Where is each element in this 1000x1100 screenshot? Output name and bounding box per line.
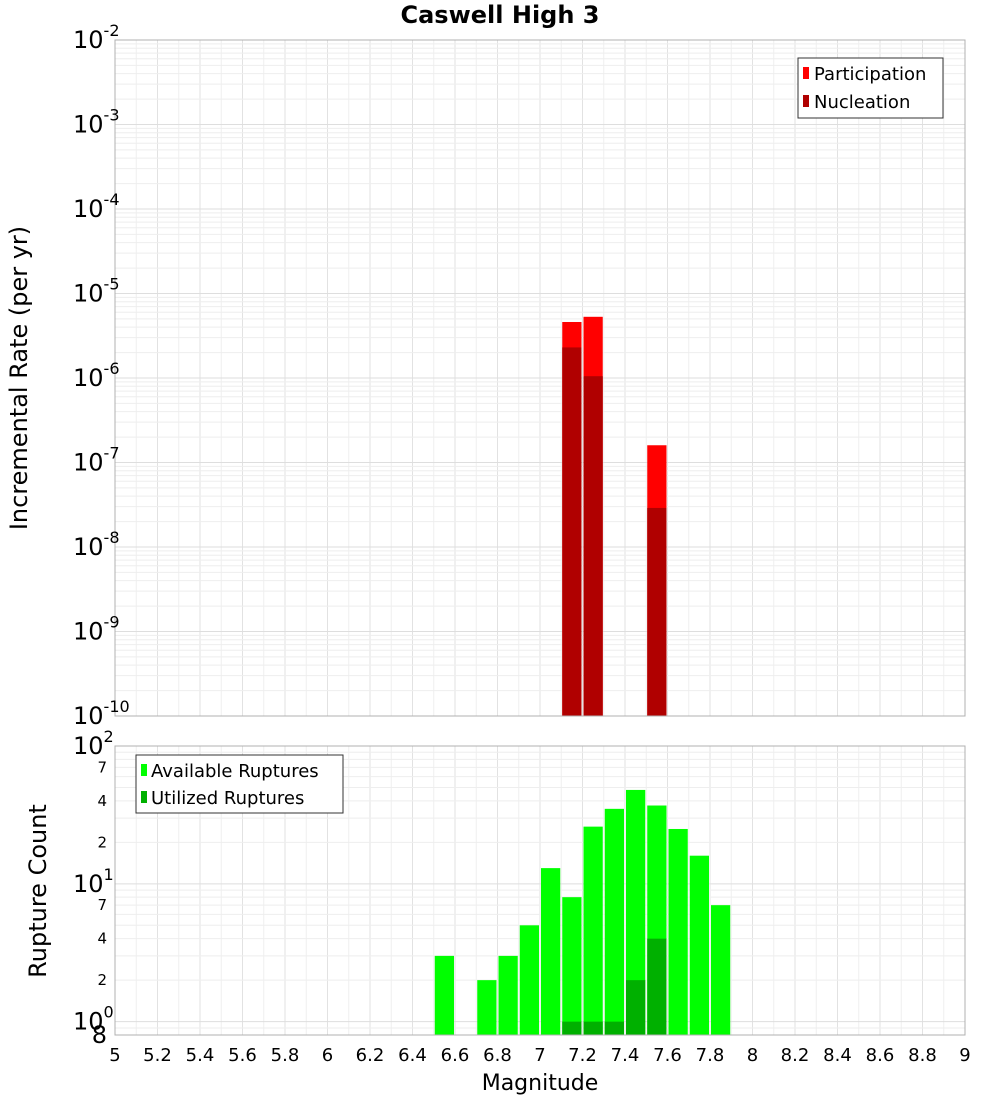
bar-available-ruptures bbox=[711, 905, 731, 1035]
x-tick-label: 6.4 bbox=[398, 1045, 427, 1066]
y-tick-label: 10-7 bbox=[73, 444, 120, 477]
y-tick-label: 102 bbox=[73, 727, 114, 760]
x-tick-label: 7 bbox=[534, 1045, 545, 1066]
x-tick-labels: 5 5.2 5.4 5.6 5.8 6 6.2 6.4 6.6 6.8 7 7.2 7.4 7.6 7.8 8… bbox=[109, 1045, 970, 1066]
y-tick-label: 10-8 bbox=[73, 528, 120, 561]
y-tick-label: 10-9 bbox=[73, 613, 120, 646]
legend-label-participation: Participation bbox=[814, 64, 926, 85]
y-tick-label: 101 bbox=[73, 865, 114, 898]
legend-swatch-participation bbox=[803, 67, 809, 79]
legend-label-nucleation: Nucleation bbox=[814, 92, 910, 113]
chart-title: Caswell High 3 bbox=[401, 1, 600, 29]
y-tick-label: 10-5 bbox=[73, 275, 120, 308]
bar-available-ruptures bbox=[583, 826, 603, 1035]
y-tick-label: 10-10 bbox=[73, 697, 130, 730]
top-plot-grid bbox=[114, 40, 966, 717]
top-legend-box bbox=[797, 57, 944, 119]
x-tick-label: 5.2 bbox=[143, 1045, 172, 1066]
bottom-plot-bars bbox=[434, 789, 731, 1035]
bar-utilized-ruptures bbox=[604, 1021, 624, 1035]
x-tick-label: 7.4 bbox=[611, 1045, 640, 1066]
bar-utilized-ruptures bbox=[583, 1021, 603, 1035]
bottom-legend-box bbox=[135, 754, 344, 814]
bar-nucleation bbox=[583, 376, 603, 716]
legend-label-utilized-ruptures: Utilized Ruptures bbox=[151, 788, 304, 809]
bar-utilized-ruptures bbox=[562, 1021, 582, 1035]
x-tick-label: 8.4 bbox=[823, 1045, 852, 1066]
y-tick-label: 10-2 bbox=[73, 21, 120, 54]
bar-available-ruptures bbox=[519, 925, 539, 1035]
y-minor-tick-label: 4 bbox=[97, 930, 107, 948]
y-tick-label: 100 bbox=[73, 1003, 114, 1036]
x-tick-label: 6.6 bbox=[441, 1045, 470, 1066]
x-axis-label: Magnitude bbox=[482, 1071, 599, 1096]
bar-nucleation bbox=[562, 347, 582, 716]
x-tick-label: 6 bbox=[322, 1045, 333, 1066]
y-minor-tick-label: 7 bbox=[97, 896, 107, 914]
x-tick-label: 8 bbox=[747, 1045, 758, 1066]
x-tick-label: 6.2 bbox=[356, 1045, 385, 1066]
bottom-y-tick-labels: 100 101 102 8 2 4 7 2 4 7 bbox=[73, 727, 114, 1049]
bottom-legend: Available Ruptures Utilized Ruptures bbox=[135, 754, 344, 814]
bar-utilized-ruptures bbox=[647, 938, 667, 1035]
x-tick-label: 5.8 bbox=[271, 1045, 300, 1066]
x-tick-label: 5.4 bbox=[186, 1045, 215, 1066]
bar-available-ruptures bbox=[541, 868, 561, 1035]
legend-swatch-utilized-ruptures bbox=[141, 791, 147, 803]
y-minor-tick-label: 4 bbox=[97, 792, 107, 810]
bottom-plot-frame bbox=[114, 745, 966, 1036]
legend-label-available-ruptures: Available Ruptures bbox=[151, 761, 319, 782]
y-minor-tick-label: 2 bbox=[97, 971, 107, 989]
y-tick-label: 10-4 bbox=[73, 190, 120, 223]
y-minor-tick-label: 2 bbox=[97, 833, 107, 851]
y-tick-label: 10-3 bbox=[73, 106, 120, 139]
bar-available-ruptures bbox=[689, 855, 709, 1035]
top-plot-frame bbox=[114, 39, 966, 717]
top-plot-bars bbox=[562, 316, 667, 716]
top-y-axis-label: Incremental Rate (per yr) bbox=[5, 226, 33, 530]
bar-available-ruptures bbox=[668, 828, 688, 1035]
bar-available-ruptures bbox=[562, 897, 582, 1035]
top-y-tick-labels: 10-10 10-9 10-8 10-7 10-6 10-5 10-4 10-3 10-2 bbox=[73, 21, 130, 730]
x-tick-label: 9 bbox=[959, 1045, 970, 1066]
bar-available-ruptures bbox=[626, 789, 646, 1035]
top-legend: Participation Nucleation bbox=[797, 57, 944, 119]
bar-utilized-ruptures bbox=[626, 980, 646, 1035]
bar-available-ruptures bbox=[498, 955, 518, 1035]
y-tick-label: 10-6 bbox=[73, 359, 120, 392]
x-tick-label: 8.2 bbox=[781, 1045, 810, 1066]
y-minor-tick-label: 8 bbox=[92, 1021, 107, 1049]
bottom-y-axis-label: Rupture Count bbox=[24, 804, 52, 978]
legend-swatch-available-ruptures bbox=[141, 764, 147, 776]
x-tick-label: 5.6 bbox=[228, 1045, 257, 1066]
x-tick-label: 7.2 bbox=[568, 1045, 597, 1066]
y-minor-tick-label: 7 bbox=[97, 758, 107, 776]
x-tick-label: 8.8 bbox=[908, 1045, 937, 1066]
bar-nucleation bbox=[647, 507, 667, 716]
bar-available-ruptures bbox=[477, 980, 497, 1035]
bar-available-ruptures bbox=[604, 808, 624, 1035]
bar-available-ruptures bbox=[434, 955, 454, 1035]
x-tick-label: 6.8 bbox=[483, 1045, 512, 1066]
x-tick-label: 7.8 bbox=[696, 1045, 725, 1066]
x-tick-label: 8.6 bbox=[866, 1045, 895, 1066]
x-tick-label: 7.6 bbox=[653, 1045, 682, 1066]
x-tick-label: 5 bbox=[109, 1045, 120, 1066]
legend-swatch-nucleation bbox=[803, 95, 809, 107]
